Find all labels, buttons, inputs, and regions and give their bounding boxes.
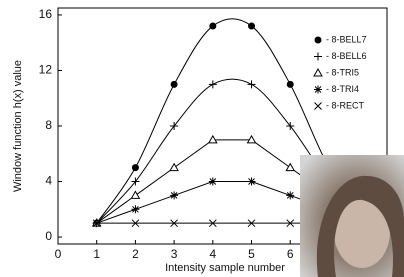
x-tick-label: 6 bbox=[287, 247, 294, 261]
marker bbox=[131, 191, 139, 198]
marker bbox=[248, 23, 255, 30]
legend-label: - 8-BELL7 bbox=[326, 34, 367, 44]
legend-marker bbox=[315, 103, 322, 110]
x-tick-label: 2 bbox=[132, 247, 139, 261]
legend-label: - 8-TRI4 bbox=[326, 84, 359, 94]
legend-marker bbox=[314, 86, 322, 94]
y-tick-label: 16 bbox=[39, 7, 53, 21]
legend-label: - 8-BELL6 bbox=[326, 51, 367, 61]
legend-marker bbox=[314, 53, 322, 61]
marker bbox=[209, 178, 217, 186]
y-axis-label: Window function h(x) value bbox=[12, 60, 24, 192]
x-tick-label: 3 bbox=[171, 247, 178, 261]
x-tick-label: 1 bbox=[93, 247, 100, 261]
marker bbox=[170, 191, 178, 199]
marker bbox=[248, 80, 256, 88]
x-tick-label: 5 bbox=[248, 247, 255, 261]
marker bbox=[171, 81, 178, 88]
legend-marker bbox=[315, 37, 322, 44]
x-tick-label: 0 bbox=[55, 247, 62, 261]
marker bbox=[287, 81, 294, 88]
x-axis-label: Intensity sample number bbox=[165, 262, 285, 274]
legend-label: - 8-TRI5 bbox=[326, 67, 359, 77]
marker bbox=[209, 23, 216, 30]
marker bbox=[248, 178, 256, 186]
marker bbox=[170, 164, 178, 171]
marker bbox=[132, 164, 139, 171]
page: {"chart_data": {"type": "line", "x_label… bbox=[0, 0, 404, 277]
y-tick-label: 12 bbox=[39, 63, 53, 77]
marker bbox=[131, 205, 139, 213]
y-tick-label: 4 bbox=[45, 174, 52, 188]
marker bbox=[286, 164, 294, 171]
legend-label: - 8-RECT bbox=[326, 100, 365, 110]
marker bbox=[286, 191, 294, 199]
chart: Window function h(x) value Intensity sam… bbox=[0, 0, 404, 277]
x-tick-label: 4 bbox=[209, 247, 216, 261]
y-tick-label: 0 bbox=[45, 229, 52, 243]
y-tick-label: 8 bbox=[45, 118, 52, 132]
legend-marker bbox=[314, 69, 322, 76]
marker bbox=[209, 80, 217, 88]
